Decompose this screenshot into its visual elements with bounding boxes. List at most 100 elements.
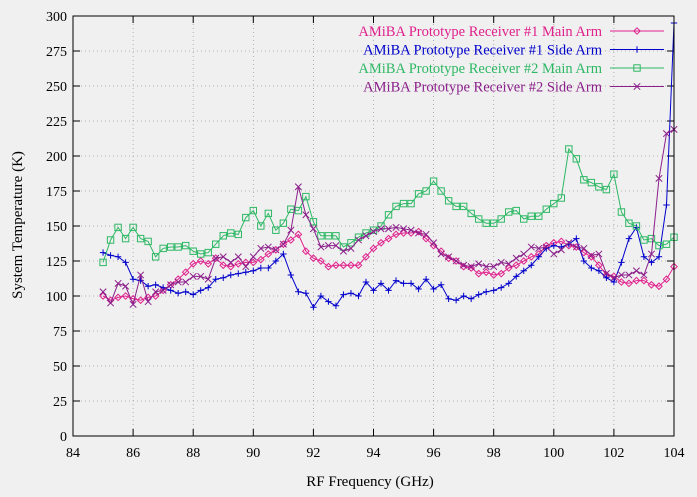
data-point: [287, 271, 295, 279]
data-point: [272, 257, 280, 265]
data-point: [226, 262, 235, 271]
data-point: [602, 270, 610, 278]
y-axis-ticks: 0 25 50 75 100 125 150 175 200 225 250 275 300: [46, 10, 674, 445]
data-point: [189, 259, 198, 268]
data-point: [625, 235, 633, 242]
data-point: [429, 177, 438, 185]
data-point: [227, 271, 234, 279]
data-point: [655, 174, 663, 182]
data-point: [369, 228, 378, 236]
data-point: [295, 288, 302, 295]
data-point: [196, 257, 205, 265]
data-point: [279, 240, 288, 249]
data-point: [580, 244, 588, 252]
data-point: [482, 288, 490, 295]
data-point: [414, 190, 423, 198]
data-point: [362, 232, 370, 240]
data-point: [234, 230, 242, 239]
data-point: [294, 230, 303, 239]
data-point: [264, 243, 272, 251]
data-point: [565, 239, 573, 247]
data-point: [595, 183, 603, 191]
data-point: [182, 278, 190, 286]
data-point: [317, 292, 325, 300]
data-point: [647, 250, 656, 258]
data-point: [632, 276, 641, 285]
data-point: [550, 242, 557, 249]
data-point: [310, 304, 317, 311]
legend-label: AMiBA Prototype Receiver #2 Side Arm: [363, 80, 603, 96]
data-point: [369, 244, 378, 253]
data-point: [279, 219, 288, 227]
data-point: [662, 275, 671, 284]
data-point: [407, 280, 415, 287]
data-point: [144, 237, 152, 246]
data-point: [497, 269, 506, 278]
legend-entry: AMiBA Prototype Receiver #1 Main Arm: [358, 24, 664, 40]
data-point: [603, 274, 610, 281]
data-point: [647, 280, 656, 289]
data-point: [362, 278, 370, 286]
data-point: [445, 253, 453, 261]
data-point: [136, 296, 145, 305]
data-point: [301, 247, 310, 256]
data-point: [317, 232, 325, 240]
data-point: [204, 275, 212, 283]
data-point: [655, 282, 663, 291]
data-point: [505, 260, 513, 268]
y-tick-label: 175: [46, 185, 67, 200]
data-point: [114, 293, 122, 302]
data-point: [580, 176, 588, 184]
data-point: [354, 236, 363, 244]
data-point: [272, 246, 280, 254]
data-point: [392, 230, 400, 239]
data-point: [542, 243, 550, 251]
legend-entry: AMiBA Prototype Receiver #1 Side Arm: [363, 43, 664, 59]
data-point: [474, 269, 483, 278]
data-point: [640, 271, 648, 279]
data-point: [190, 291, 197, 298]
data-point: [430, 285, 437, 293]
data-point: [241, 258, 250, 267]
data-point: [617, 271, 625, 279]
data-point: [610, 170, 618, 178]
y-tick-label: 200: [46, 150, 67, 165]
y-tick-label: 25: [53, 395, 67, 410]
data-point: [219, 232, 227, 240]
grid: [72, 15, 675, 437]
data-point: [340, 291, 347, 298]
data-point: [587, 252, 596, 261]
data-point: [474, 215, 483, 223]
data-point: [400, 280, 407, 287]
data-point: [663, 201, 670, 209]
data-point: [354, 261, 363, 270]
data-point: [399, 229, 408, 237]
data-point: [550, 250, 558, 258]
data-point: [399, 225, 408, 233]
data-point: [655, 241, 663, 250]
x-tick-label: 98: [487, 446, 501, 461]
data-point: [114, 253, 122, 260]
data-point: [302, 290, 310, 297]
data-point: [445, 295, 452, 302]
data-point: [610, 274, 618, 282]
data-point: [377, 238, 385, 247]
data-point: [324, 232, 333, 240]
data-point: [302, 211, 310, 219]
data-point: [129, 223, 137, 232]
data-point: [498, 284, 505, 291]
data-point: [339, 261, 348, 270]
data-point: [557, 246, 565, 254]
x-tick-label: 100: [543, 446, 564, 461]
legend-marker: [633, 27, 641, 35]
data-point: [422, 276, 430, 283]
legend-label: AMiBA Prototype Receiver #1 Main Arm: [358, 24, 602, 40]
data-point: [152, 281, 159, 288]
data-point: [265, 264, 272, 272]
data-point: [460, 292, 467, 300]
legend-label: AMiBA Prototype Receiver #2 Main Arm: [358, 61, 602, 77]
data-point: [587, 178, 596, 187]
data-point: [189, 247, 197, 255]
data-point: [294, 206, 303, 215]
